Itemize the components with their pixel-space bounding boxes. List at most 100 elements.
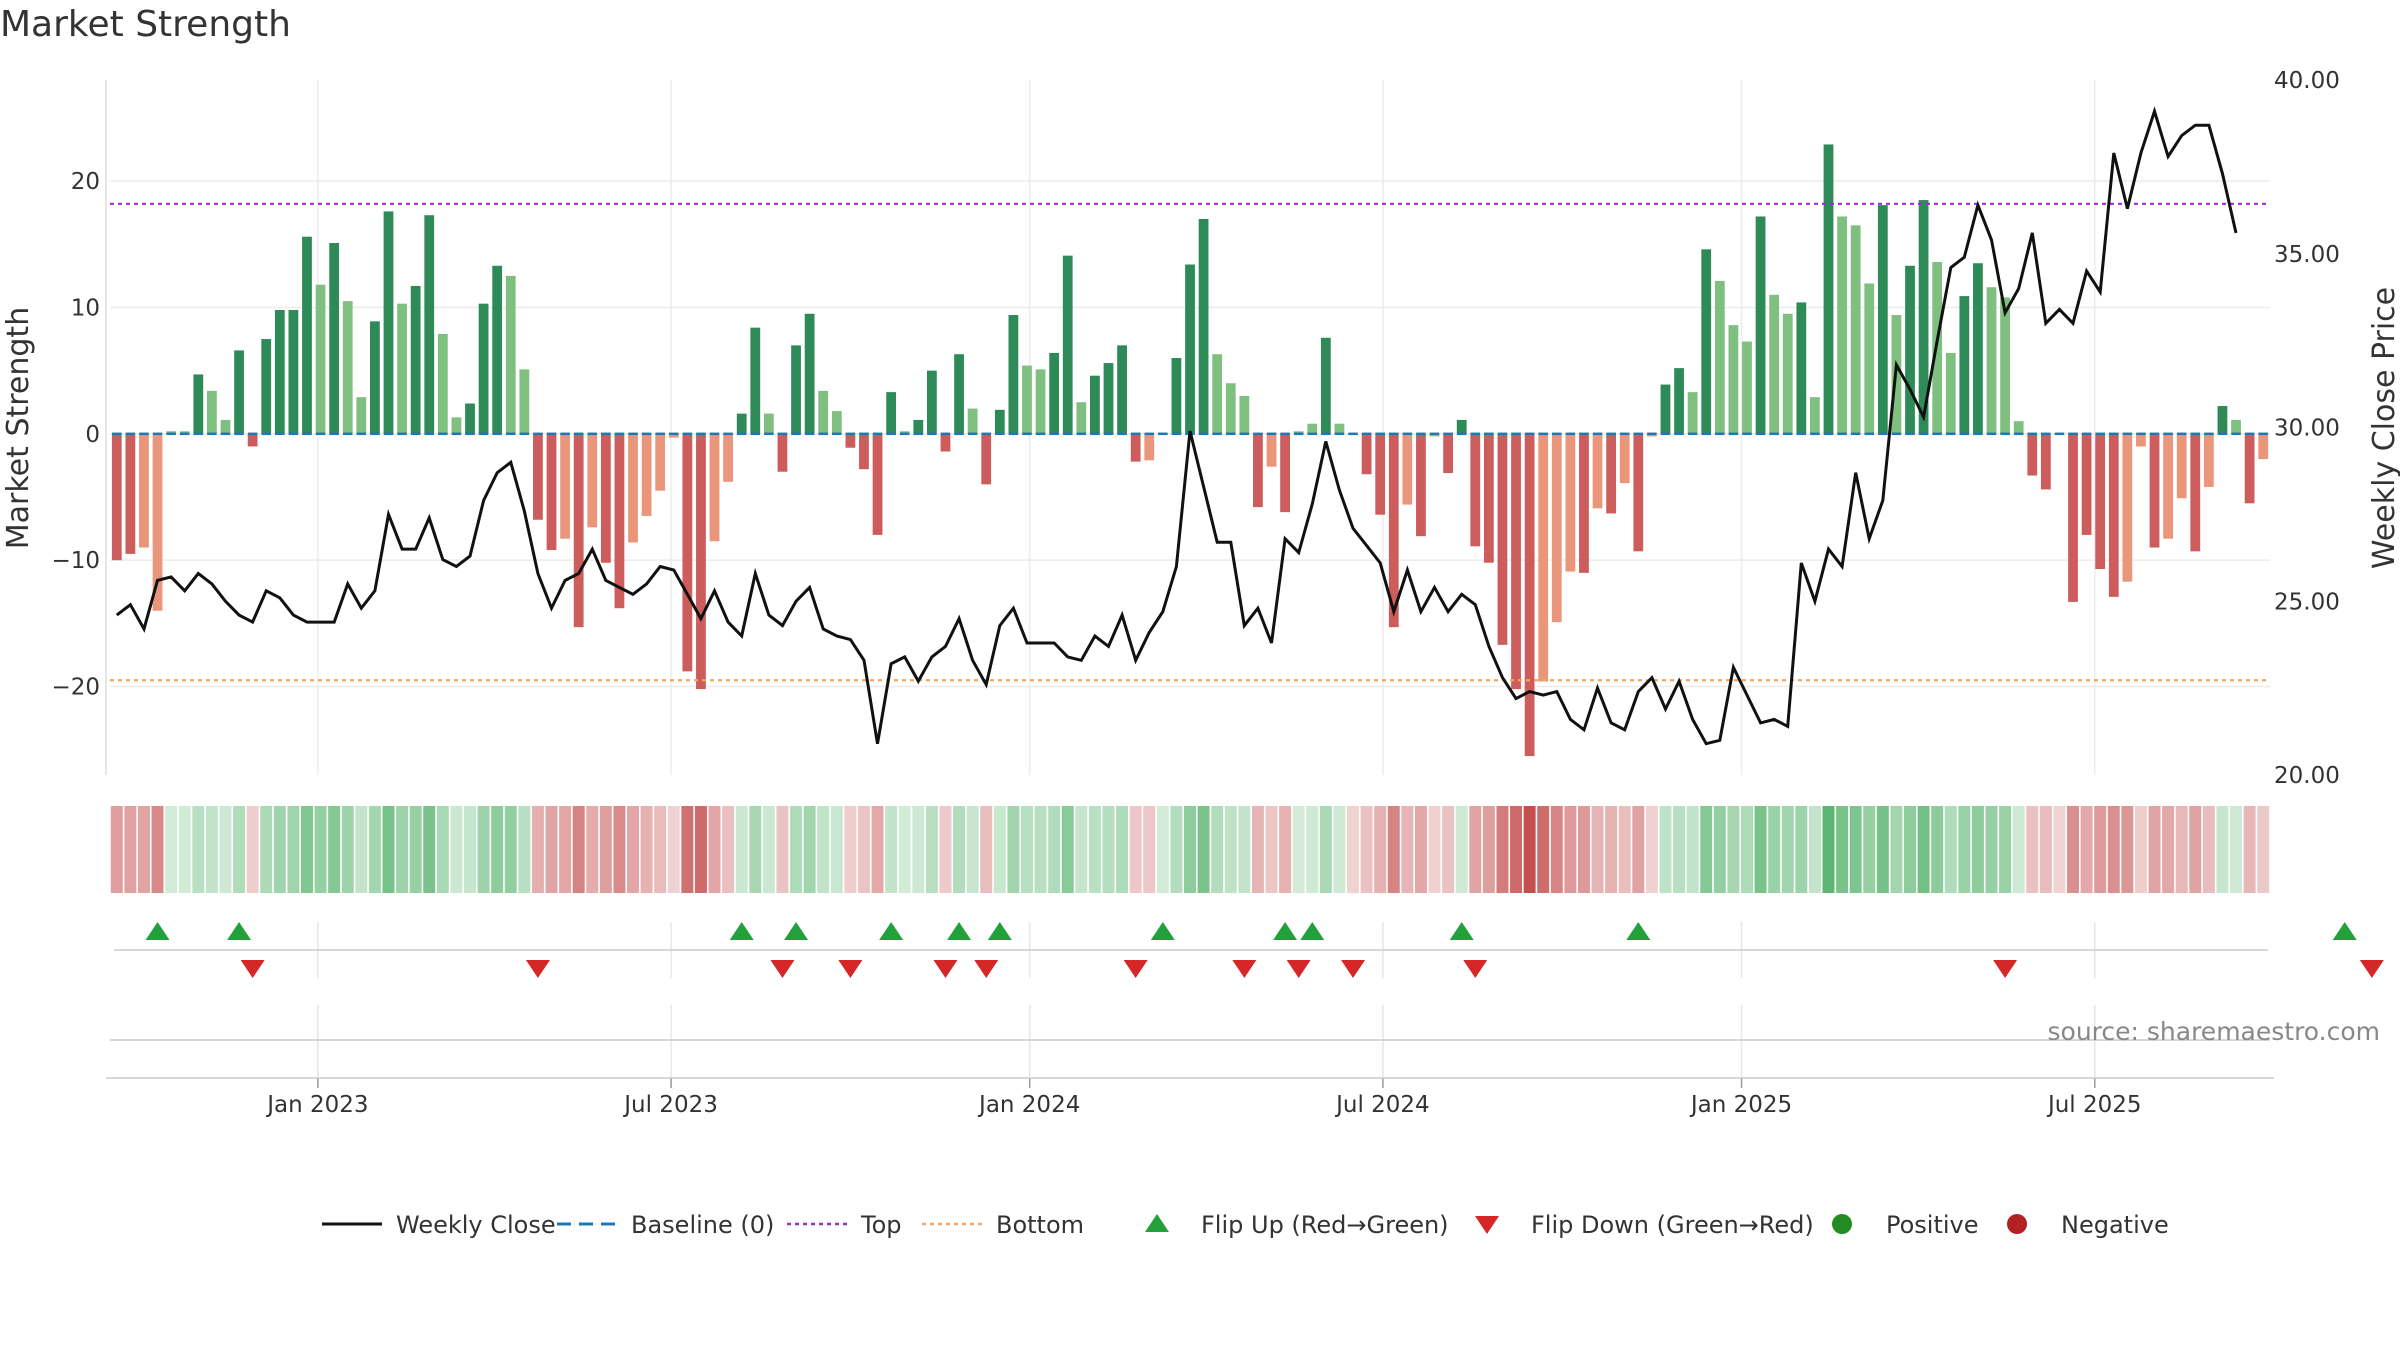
strength-bar	[179, 431, 190, 434]
legend-label: Top	[860, 1211, 902, 1239]
strength-bar	[247, 433, 258, 447]
strength-bar	[1592, 433, 1603, 509]
heat-cell	[2094, 806, 2107, 893]
heat-cell	[137, 806, 150, 893]
strength-bar	[1280, 433, 1290, 513]
heat-cell	[1333, 806, 1346, 893]
strength-bar	[424, 215, 435, 434]
heat-cell	[1482, 806, 1495, 893]
heat-cell	[1428, 806, 1441, 893]
heat-cell	[586, 806, 599, 893]
strength-bar	[1877, 205, 1888, 434]
strength-bar	[1062, 255, 1073, 434]
strength-bar	[1171, 358, 1182, 434]
strength-bar	[342, 301, 353, 434]
strength-bar	[2231, 419, 2241, 434]
positive-dot-icon	[1832, 1214, 1852, 1234]
strength-bar	[1293, 431, 1304, 434]
heat-cell	[1061, 806, 1074, 893]
heat-cell	[2134, 806, 2147, 893]
x-tick-label: Jul 2023	[622, 1092, 718, 1118]
strength-bar	[573, 433, 584, 628]
heat-cell	[627, 806, 640, 893]
heat-cell	[287, 806, 300, 893]
heat-cell	[491, 806, 504, 893]
strength-bar	[655, 433, 666, 491]
heat-cell	[966, 806, 979, 893]
heat-cell	[762, 806, 775, 893]
strength-bar	[1538, 433, 1549, 682]
strength-bar	[465, 403, 475, 434]
heat-cell	[1659, 806, 1672, 893]
strength-bar	[2027, 433, 2038, 476]
strength-bar	[668, 433, 679, 438]
flip-up-marker	[1150, 922, 1175, 940]
heat-cell	[1184, 806, 1196, 893]
heat-cell	[1156, 806, 1169, 893]
heat-cell	[1550, 806, 1563, 893]
flip-up-marker	[879, 922, 904, 940]
heat-cell	[1496, 806, 1509, 893]
strength-bar	[533, 433, 543, 520]
legend-label: Positive	[1886, 1211, 1979, 1239]
flip-down-marker	[1993, 960, 2018, 978]
strength-bar	[1103, 363, 1114, 434]
strength-bar	[1022, 365, 1032, 434]
heat-cell	[1727, 806, 1740, 893]
heat-cell	[1102, 806, 1115, 893]
heat-cell	[504, 806, 517, 893]
heat-cell	[1890, 806, 1903, 893]
strength-bar	[723, 433, 734, 482]
flip-up-marker	[784, 922, 809, 940]
heat-cell	[1211, 806, 1224, 893]
flip-down-marker	[974, 960, 999, 978]
flip-down-marker	[240, 960, 265, 978]
strength-bar	[2190, 433, 2201, 552]
flip-down-icon	[1475, 1216, 1499, 1234]
heat-cell	[681, 806, 694, 893]
strength-bar	[220, 419, 231, 434]
heat-cell	[1143, 806, 1156, 893]
left-axis-label: Market Strength	[1, 307, 36, 549]
strength-bar	[1334, 423, 1345, 434]
strength-bar	[1090, 375, 1100, 434]
heat-cell	[1605, 806, 1618, 893]
heat-cell	[314, 806, 327, 893]
heat-cell	[1836, 806, 1849, 893]
strength-bar	[546, 433, 557, 551]
legend-label: Flip Down (Green→Red)	[1531, 1211, 1814, 1239]
heat-cell	[898, 806, 911, 893]
strength-bar	[1905, 265, 1915, 434]
heat-cell	[640, 806, 653, 893]
flip-down-marker	[933, 960, 958, 978]
right-tick-label: 40.00	[2274, 68, 2340, 94]
strength-bar	[111, 433, 122, 561]
heat-cell	[1292, 806, 1305, 893]
legend-label: Weekly Close	[396, 1211, 556, 1239]
strength-bar	[302, 236, 312, 434]
strength-bar	[1782, 313, 1793, 434]
legend-item: Baseline (0)	[557, 1211, 774, 1239]
strength-bar	[1429, 433, 1440, 437]
strength-bar	[478, 303, 489, 434]
legend-item: Top	[787, 1211, 902, 1239]
heat-cell	[572, 806, 585, 893]
heat-cell	[1007, 806, 1020, 893]
strength-bar	[1361, 433, 1372, 475]
strength-bar	[628, 433, 638, 543]
heat-cell	[1713, 806, 1726, 893]
strength-bar	[560, 433, 570, 539]
flip-up-marker	[227, 922, 252, 940]
heat-cell	[1808, 806, 1821, 893]
heat-cell	[1781, 806, 1794, 893]
heat-cell	[1971, 806, 1984, 893]
flip-up-marker	[1626, 922, 1651, 940]
legend-item: Flip Up (Red→Green)	[1145, 1211, 1449, 1239]
strength-bar	[193, 374, 204, 434]
heat-cell	[694, 806, 707, 893]
heat-cell	[151, 806, 164, 893]
strength-bar	[315, 284, 326, 434]
heat-cell	[1931, 806, 1944, 893]
strength-bar	[370, 321, 380, 434]
strength-bar	[1456, 419, 1467, 434]
